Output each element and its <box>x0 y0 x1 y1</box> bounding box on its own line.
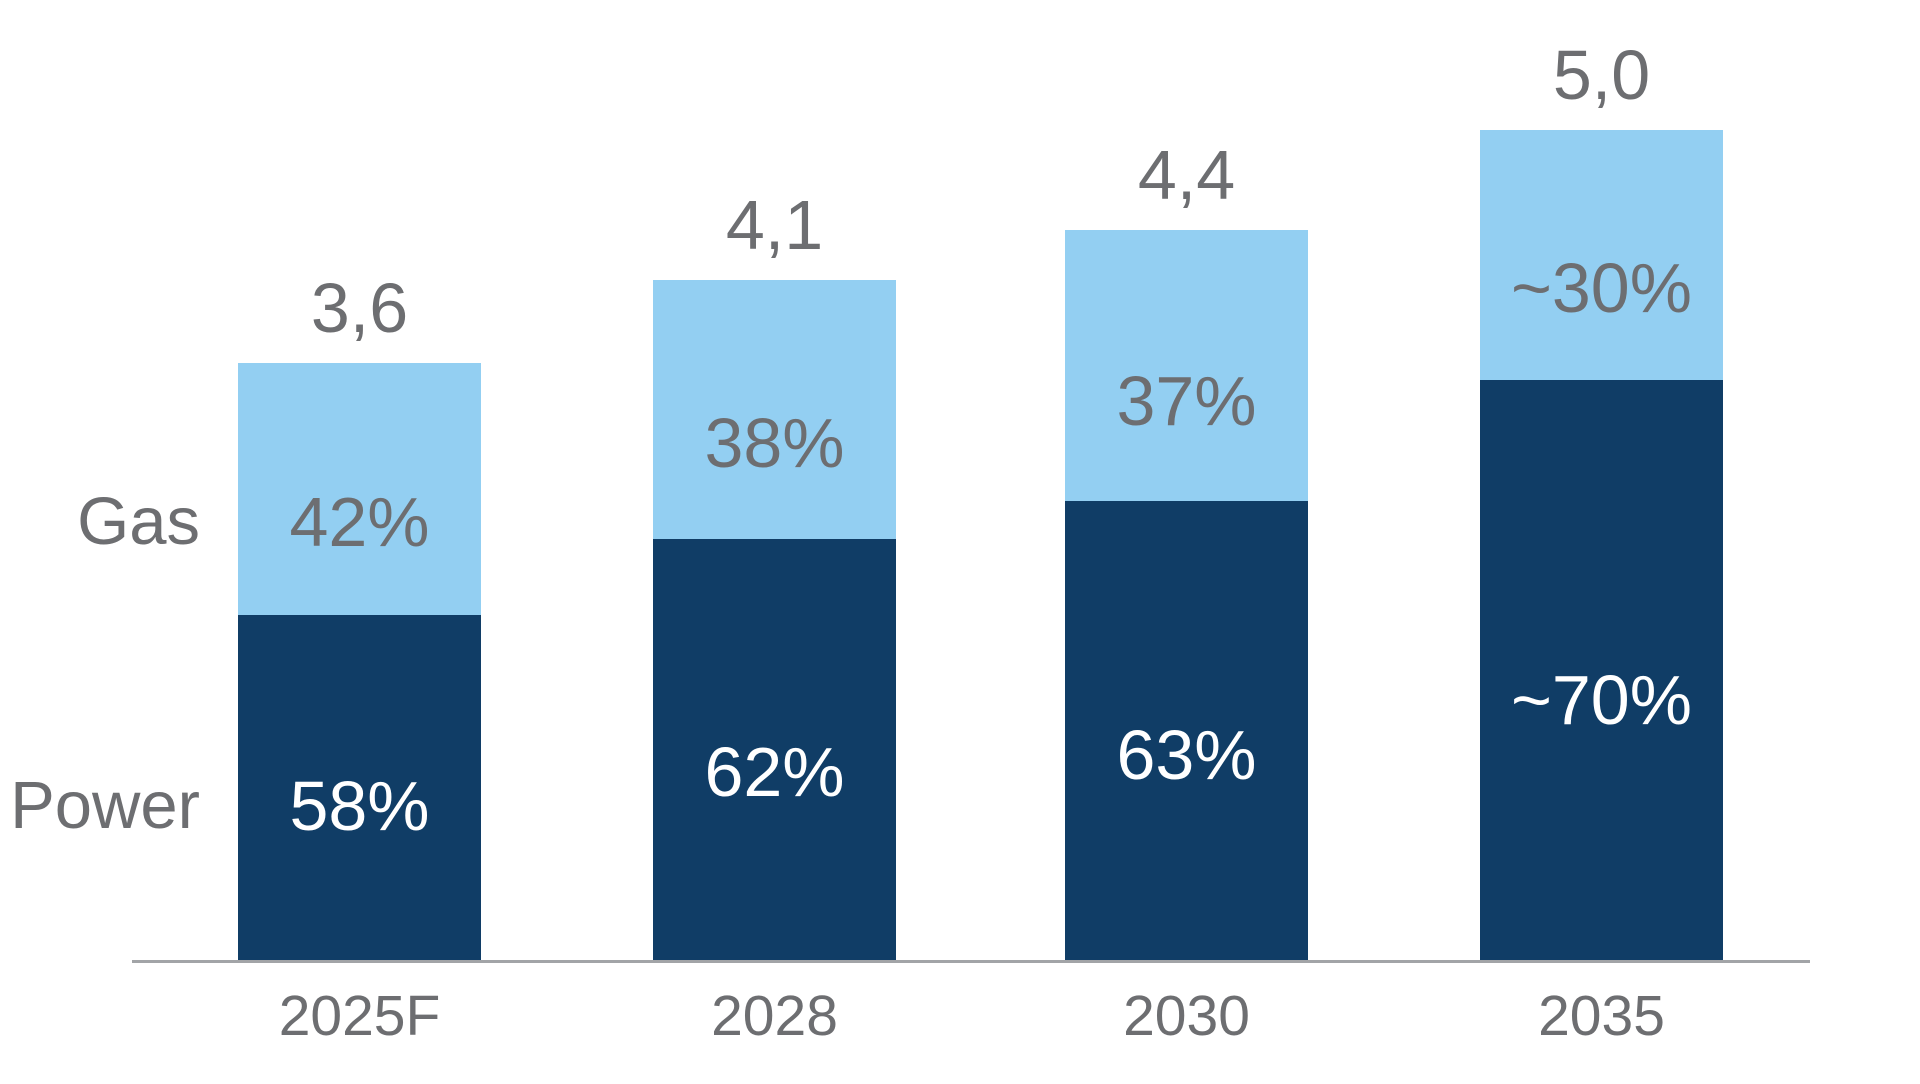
gas-share-label: 37% <box>1116 361 1257 440</box>
power-share-label: 62% <box>704 732 845 811</box>
power-share-label: ~70% <box>1511 661 1692 740</box>
total-label: 4,1 <box>725 185 824 264</box>
total-label: 4,4 <box>1137 135 1236 214</box>
power-segment <box>238 615 481 962</box>
x-axis-label: 2030 <box>1123 984 1250 1048</box>
power-segment <box>1065 501 1308 962</box>
x-axis-label: 2025F <box>278 984 441 1048</box>
x-axis-label: 2035 <box>1538 984 1665 1048</box>
x-axis-line <box>132 960 1810 963</box>
power-share-label: 58% <box>289 766 430 845</box>
gas-share-label: 42% <box>289 482 430 561</box>
power-segment <box>653 539 896 962</box>
gas-segment <box>238 362 481 615</box>
power-segment <box>1480 380 1723 962</box>
gas-segment <box>1480 130 1723 380</box>
series-label-gas: Gas <box>77 483 200 559</box>
gas-segment <box>653 279 896 539</box>
series-label-power: Power <box>10 767 200 843</box>
total-label: 5,0 <box>1552 36 1651 114</box>
x-axis-label: 2028 <box>711 984 838 1048</box>
gas-share-label: 38% <box>704 403 845 482</box>
gas-share-label: ~30% <box>1511 248 1692 327</box>
power-share-label: 63% <box>1116 715 1257 794</box>
total-label: 3,6 <box>310 268 409 347</box>
gas-segment <box>1065 229 1308 501</box>
